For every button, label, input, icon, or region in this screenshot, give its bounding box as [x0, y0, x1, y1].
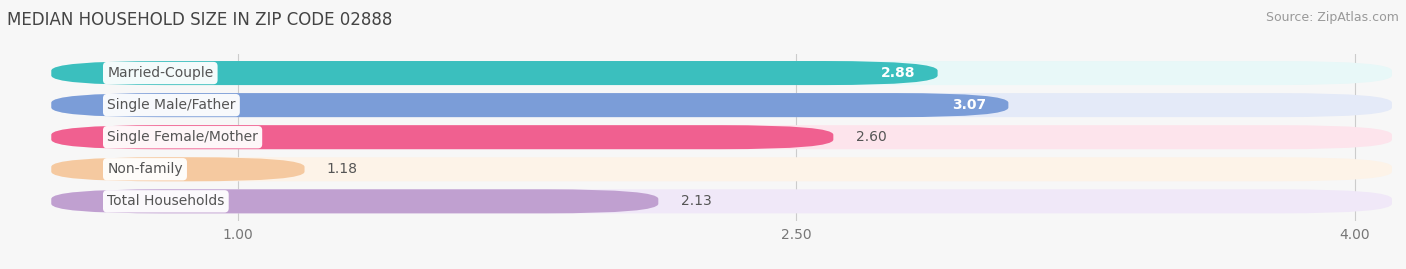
Text: 2.60: 2.60 [856, 130, 886, 144]
Text: 2.13: 2.13 [681, 194, 711, 208]
Text: Total Households: Total Households [107, 194, 225, 208]
Text: Single Male/Father: Single Male/Father [107, 98, 236, 112]
Text: 2.88: 2.88 [880, 66, 915, 80]
Text: 1.18: 1.18 [326, 162, 359, 176]
Text: MEDIAN HOUSEHOLD SIZE IN ZIP CODE 02888: MEDIAN HOUSEHOLD SIZE IN ZIP CODE 02888 [7, 11, 392, 29]
Text: 3.07: 3.07 [952, 98, 986, 112]
FancyBboxPatch shape [51, 125, 834, 149]
Text: Single Female/Mother: Single Female/Mother [107, 130, 259, 144]
FancyBboxPatch shape [51, 189, 658, 213]
FancyBboxPatch shape [51, 93, 1008, 117]
Text: Non-family: Non-family [107, 162, 183, 176]
FancyBboxPatch shape [51, 61, 1392, 85]
FancyBboxPatch shape [51, 157, 1392, 181]
FancyBboxPatch shape [51, 157, 305, 181]
FancyBboxPatch shape [51, 61, 938, 85]
FancyBboxPatch shape [51, 189, 1392, 213]
FancyBboxPatch shape [51, 93, 1392, 117]
Text: Source: ZipAtlas.com: Source: ZipAtlas.com [1265, 11, 1399, 24]
Text: Married-Couple: Married-Couple [107, 66, 214, 80]
FancyBboxPatch shape [51, 125, 1392, 149]
